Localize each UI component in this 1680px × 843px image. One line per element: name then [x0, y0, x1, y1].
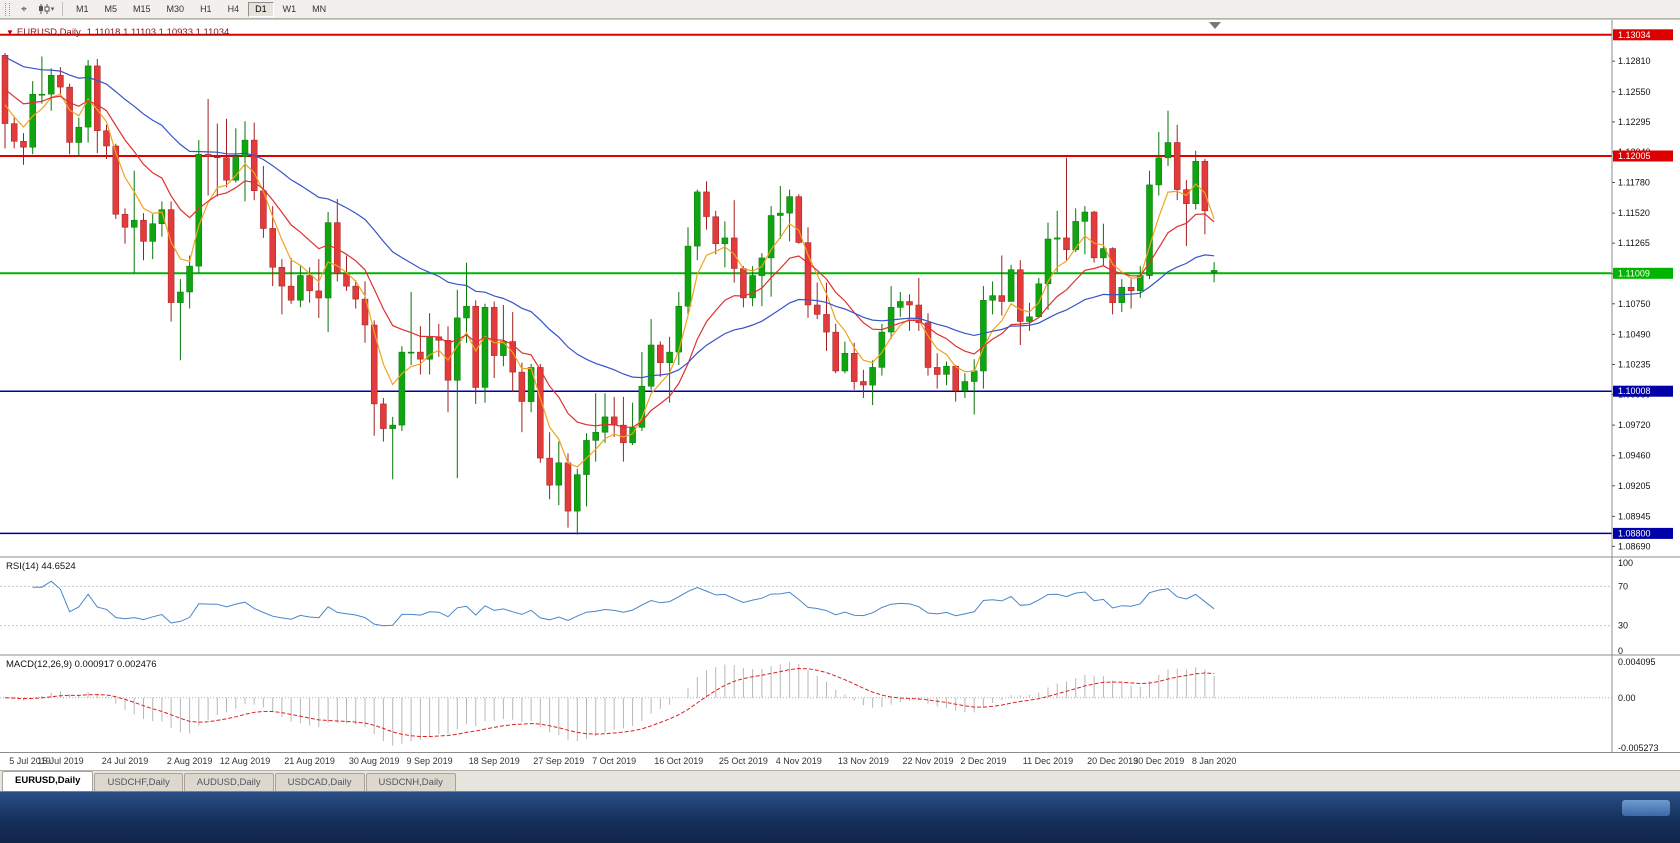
- svg-text:1.12005: 1.12005: [1618, 151, 1651, 161]
- taskbar: [0, 791, 1680, 843]
- timeframe-toolbar: M1 M5 M15 M30 H1 H4 D1 W1 MN: [68, 1, 334, 17]
- x-axis-label: 7 Oct 2019: [592, 756, 637, 766]
- x-axis-label: 25 Oct 2019: [718, 756, 768, 766]
- timeframe-button-m15[interactable]: M15: [126, 2, 158, 17]
- x-axis-label: 2 Aug 2019: [166, 756, 213, 766]
- chart-area[interactable]: 1.128101.125501.122951.120401.117801.115…: [0, 19, 1680, 753]
- svg-text:1.13034: 1.13034: [1618, 30, 1651, 40]
- x-axis-label: 22 Nov 2019: [902, 756, 954, 766]
- moving-averages-layer: [4, 56, 1215, 468]
- svg-text:0.00: 0.00: [1618, 693, 1636, 703]
- svg-text:1.09720: 1.09720: [1618, 420, 1651, 430]
- svg-text:1.11780: 1.11780: [1618, 178, 1650, 188]
- svg-text:-0.005273: -0.005273: [1618, 743, 1659, 753]
- svg-text:70: 70: [1618, 581, 1628, 591]
- svg-text:1.10008: 1.10008: [1618, 386, 1651, 396]
- x-axis-label: 8 Jan 2020: [1191, 756, 1237, 766]
- x-axis-label: 9 Sep 2019: [406, 756, 453, 766]
- price-chart[interactable]: 1.128101.125501.122951.120401.117801.115…: [0, 20, 1680, 753]
- x-axis-label: 11 Dec 2019: [1022, 756, 1074, 766]
- svg-text:1.12550: 1.12550: [1618, 87, 1651, 97]
- x-axis-label: 20 Dec 2019: [1087, 756, 1139, 766]
- ma-line-slow-blue: [4, 56, 1215, 379]
- x-axis-label: 13 Nov 2019: [837, 756, 889, 766]
- rsi-line: [32, 580, 1215, 627]
- rsi-panel: [0, 580, 1612, 627]
- svg-text:1.10750: 1.10750: [1618, 299, 1651, 309]
- x-axis-label: 15 Jul 2019: [37, 756, 84, 766]
- toolbar-separator: [62, 2, 63, 16]
- svg-text:1.12295: 1.12295: [1618, 117, 1651, 127]
- taskbar-item[interactable]: [1622, 800, 1670, 816]
- candlestick-icon: [38, 4, 50, 14]
- timeframe-button-m1[interactable]: M1: [69, 2, 96, 17]
- x-axis-label: 24 Jul 2019: [101, 756, 149, 766]
- svg-text:100: 100: [1618, 558, 1633, 568]
- chart-type-dropdown[interactable]: ▾: [36, 1, 56, 17]
- toolbar: ⌖ ▾ M1 M5 M15 M30 H1 H4 D1 W1 MN: [0, 0, 1680, 19]
- svg-text:30: 30: [1618, 621, 1628, 631]
- crosshair-tool-button[interactable]: ⌖: [14, 1, 34, 17]
- timeframe-button-m5[interactable]: M5: [98, 2, 125, 17]
- chart-tab-audusd-daily[interactable]: AUDUSD,Daily: [183, 773, 274, 791]
- ma-line-fast-orange: [4, 93, 1215, 468]
- macd-panel: [0, 661, 1612, 746]
- svg-text:1.09460: 1.09460: [1618, 451, 1651, 461]
- toolbar-drag-handle[interactable]: [5, 2, 10, 16]
- timeframe-button-d1[interactable]: D1: [248, 1, 274, 17]
- svg-text:1.08690: 1.08690: [1618, 541, 1651, 551]
- chart-tab-eurusd-daily[interactable]: EURUSD,Daily: [2, 771, 94, 791]
- svg-text:1.08800: 1.08800: [1618, 528, 1651, 538]
- svg-text:0: 0: [1618, 646, 1623, 656]
- chevron-down-icon: ▾: [50, 6, 55, 13]
- x-axis-label: 4 Nov 2019: [775, 756, 822, 766]
- timeframe-button-m30[interactable]: M30: [160, 2, 192, 17]
- macd-signal-line: [4, 667, 1215, 737]
- x-axis-label: 30 Dec 2019: [1133, 756, 1185, 766]
- chart-tab-usdchf-daily[interactable]: USDCHF,Daily: [94, 773, 183, 791]
- candles-layer: [1, 53, 1218, 535]
- svg-text:1.10235: 1.10235: [1618, 360, 1651, 370]
- timeframe-button-h4[interactable]: H4: [221, 2, 247, 17]
- price-axis[interactable]: 1.128101.125501.122951.120401.117801.115…: [1612, 29, 1673, 753]
- chart-shift-marker[interactable]: [1209, 22, 1221, 29]
- svg-text:1.08945: 1.08945: [1618, 511, 1651, 521]
- svg-text:1.11265: 1.11265: [1618, 238, 1650, 248]
- timeframe-button-h1[interactable]: H1: [193, 2, 219, 17]
- x-axis-label: 18 Sep 2019: [468, 756, 520, 766]
- x-axis-label: 5 Jul 2019: [9, 756, 51, 766]
- ma-line-medium-red: [4, 88, 1215, 428]
- chart-tab-usdcnh-daily[interactable]: USDCNH,Daily: [365, 773, 456, 791]
- x-axis-label: 2 Dec 2019: [960, 756, 1007, 766]
- chart-tab-usdcad-daily[interactable]: USDCAD,Daily: [274, 773, 365, 791]
- timeframe-button-mn[interactable]: MN: [305, 2, 333, 17]
- svg-text:1.11009: 1.11009: [1618, 268, 1650, 278]
- crosshair-icon: ⌖: [21, 3, 27, 15]
- chart-tabs: EURUSD,Daily USDCHF,Daily AUDUSD,Daily USDC…: [0, 770, 1680, 791]
- svg-text:1.11520: 1.11520: [1618, 208, 1650, 218]
- x-axis-label: 27 Sep 2019: [533, 756, 585, 766]
- svg-text:1.10490: 1.10490: [1618, 329, 1651, 339]
- timeframe-button-w1[interactable]: W1: [276, 2, 304, 17]
- x-axis-label: 30 Aug 2019: [348, 756, 400, 766]
- svg-text:1.09205: 1.09205: [1618, 481, 1651, 491]
- x-axis-label: 21 Aug 2019: [284, 756, 335, 766]
- x-axis-label: 12 Aug 2019: [219, 756, 271, 766]
- svg-text:1.12810: 1.12810: [1618, 56, 1651, 66]
- x-axis-label: 16 Oct 2019: [654, 756, 704, 766]
- date-axis[interactable]: 5 Jul 2019 15 Jul 2019 24 Jul 2019 2 Aug 20…: [0, 752, 1680, 770]
- svg-text:0.004095: 0.004095: [1618, 657, 1656, 667]
